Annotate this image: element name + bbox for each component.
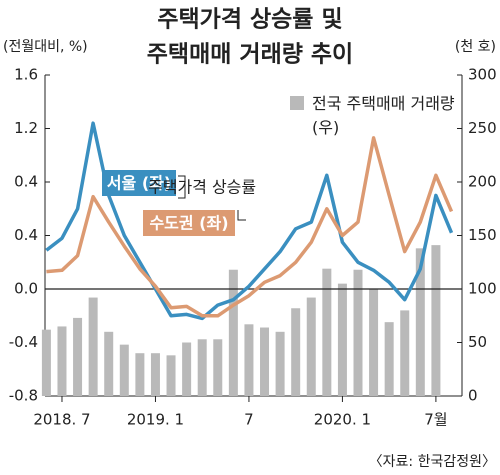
- y-tick-label: 1.2: [14, 119, 38, 137]
- y2-tick-label: 150: [468, 226, 497, 244]
- x-tick-label: 2020. 1: [314, 411, 371, 429]
- bar: [119, 344, 129, 396]
- source: 〈자료: 한국감정원〉: [369, 454, 496, 470]
- bar: [228, 269, 238, 396]
- bar: [244, 324, 254, 396]
- y-axis-label: (전월대비, %): [3, 39, 88, 55]
- x-tick-label: 7월: [424, 411, 447, 429]
- y2-tick-label: 50: [468, 333, 487, 351]
- chart-title: 주택가격 상승률 및: [157, 7, 342, 33]
- bar: [135, 353, 145, 396]
- bar: [88, 297, 98, 396]
- bar: [353, 269, 363, 396]
- bar: [415, 248, 425, 396]
- line: [45, 121, 454, 321]
- bar: [260, 327, 270, 396]
- bar: [291, 308, 301, 396]
- group-label: 주택가격 상승률: [148, 178, 256, 197]
- y-tick-label: -0.4: [9, 333, 38, 351]
- bar: [400, 310, 410, 396]
- bar: [369, 289, 379, 396]
- legend-label: 서울 (좌): [107, 174, 171, 193]
- legend-swatch: [290, 96, 304, 110]
- bracket: [178, 175, 186, 199]
- legend-box: [143, 210, 235, 236]
- y2-tick-label: 250: [468, 119, 497, 137]
- bar: [431, 245, 441, 396]
- line: [46, 136, 454, 318]
- x-tick-label: 2018. 7: [33, 411, 90, 429]
- bar: [213, 339, 223, 396]
- y-tick-label: 1.6: [14, 66, 38, 84]
- bar: [306, 297, 316, 396]
- y2-tick-label: 0: [468, 387, 478, 405]
- bar: [384, 322, 394, 396]
- bracket: [237, 210, 246, 221]
- legend-label: 수도권 (좌): [149, 214, 228, 233]
- legend-label: 전국 주택매매 거래량 (우): [312, 94, 455, 137]
- chart-title: 주택매매 거래량 추이: [147, 42, 353, 68]
- y-tick-label: -0.8: [9, 387, 38, 405]
- bar: [73, 317, 83, 396]
- y2-tick-label: 100: [468, 280, 497, 298]
- legend-box: [102, 170, 176, 196]
- bar: [337, 283, 347, 396]
- bar: [275, 331, 285, 396]
- y-tick-label: 0.4: [14, 173, 38, 191]
- x-tick-label: 2019. 1: [127, 411, 184, 429]
- x-tick-label: 7: [244, 411, 254, 429]
- y-tick-label: 0.4: [14, 226, 38, 244]
- bar: [150, 353, 160, 396]
- bar: [41, 329, 51, 396]
- bar: [104, 331, 114, 396]
- bar: [322, 268, 332, 396]
- y2-tick-label: 300: [468, 66, 497, 84]
- y2-axis-label: (천 호): [455, 39, 496, 55]
- bar: [57, 326, 67, 396]
- y2-tick-label: 200: [468, 173, 497, 191]
- y-tick-label: 0.0: [14, 280, 38, 298]
- bar: [182, 342, 192, 396]
- bar: [197, 339, 207, 396]
- bar: [166, 355, 176, 396]
